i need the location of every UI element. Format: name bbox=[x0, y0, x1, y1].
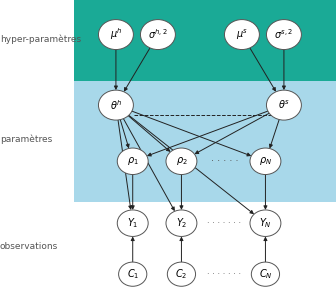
Circle shape bbox=[250, 210, 281, 236]
Circle shape bbox=[166, 210, 197, 236]
Text: $\theta^s$: $\theta^s$ bbox=[278, 99, 290, 111]
Text: paramètres: paramètres bbox=[0, 135, 52, 144]
Text: $Y_1$: $Y_1$ bbox=[127, 216, 138, 230]
Text: $\rho_1$: $\rho_1$ bbox=[127, 155, 139, 167]
Text: $Y_2$: $Y_2$ bbox=[176, 216, 187, 230]
Text: $\rho_2$: $\rho_2$ bbox=[176, 155, 187, 167]
Text: $\sigma^{h,2}$: $\sigma^{h,2}$ bbox=[148, 28, 168, 41]
Circle shape bbox=[167, 262, 196, 286]
Text: $\mu^s$: $\mu^s$ bbox=[236, 27, 248, 42]
Text: $\mu^h$: $\mu^h$ bbox=[110, 27, 122, 42]
Circle shape bbox=[224, 20, 259, 50]
Circle shape bbox=[250, 148, 281, 175]
Text: $C_1$: $C_1$ bbox=[127, 267, 139, 281]
Bar bbox=[74, 0, 336, 81]
Text: $C_2$: $C_2$ bbox=[175, 267, 187, 281]
Text: $C_N$: $C_N$ bbox=[259, 267, 272, 281]
Text: hyper-paramètres: hyper-paramètres bbox=[0, 34, 81, 43]
Text: $\rho_N$: $\rho_N$ bbox=[259, 155, 272, 167]
Circle shape bbox=[98, 20, 133, 50]
Circle shape bbox=[117, 148, 148, 175]
Bar bbox=[74, 81, 336, 202]
Circle shape bbox=[140, 20, 175, 50]
Text: $\theta^h$: $\theta^h$ bbox=[110, 98, 122, 112]
Text: observations: observations bbox=[0, 242, 58, 251]
Circle shape bbox=[166, 148, 197, 175]
Circle shape bbox=[266, 90, 301, 120]
Text: $\sigma^{s,2}$: $\sigma^{s,2}$ bbox=[274, 28, 294, 41]
Circle shape bbox=[266, 20, 301, 50]
Text: · · · · · · ·: · · · · · · · bbox=[207, 270, 242, 279]
Circle shape bbox=[98, 90, 133, 120]
Circle shape bbox=[119, 262, 147, 286]
Text: · · · · ·: · · · · · bbox=[211, 156, 238, 166]
Circle shape bbox=[251, 262, 280, 286]
Circle shape bbox=[117, 210, 148, 236]
Text: · · · · · · ·: · · · · · · · bbox=[207, 219, 242, 228]
Text: $Y_N$: $Y_N$ bbox=[259, 216, 272, 230]
